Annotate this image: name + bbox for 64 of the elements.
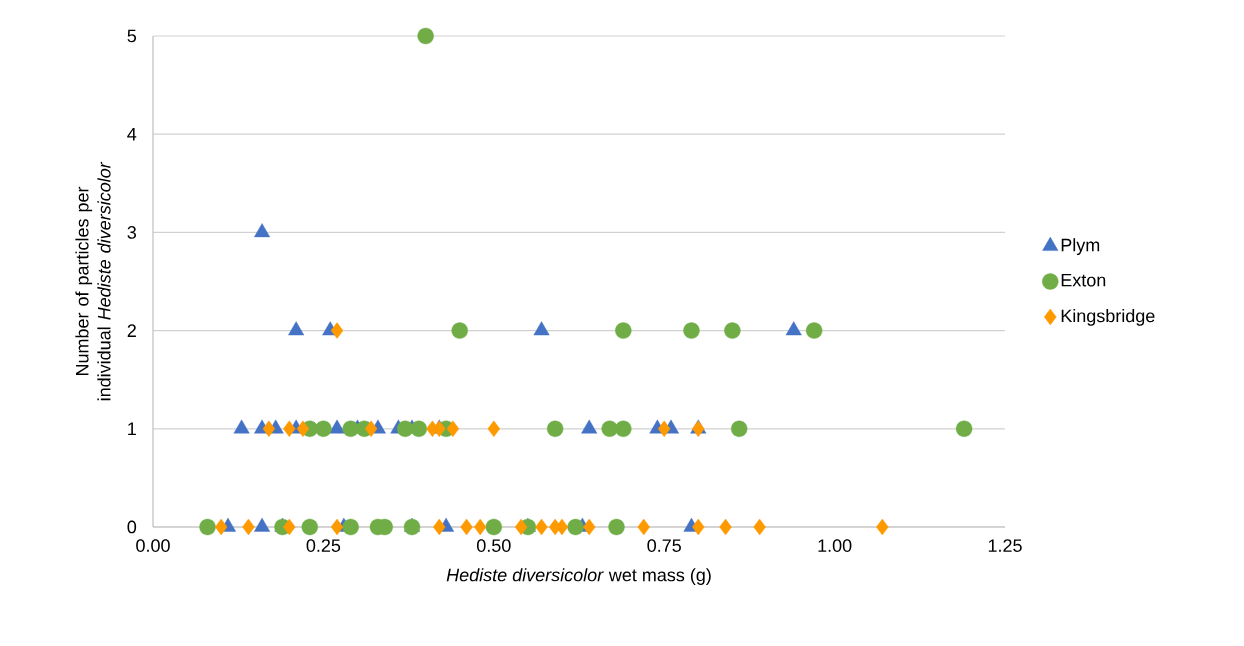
point bbox=[730, 420, 748, 437]
point bbox=[683, 322, 700, 339]
point bbox=[262, 420, 276, 437]
point bbox=[615, 322, 632, 339]
point bbox=[658, 420, 671, 437]
point bbox=[724, 322, 741, 339]
point bbox=[397, 420, 414, 437]
point bbox=[460, 518, 473, 536]
point bbox=[410, 420, 428, 437]
point bbox=[315, 420, 332, 437]
y-tick-label: 3 bbox=[127, 226, 137, 239]
x-tick-label: 0.75 bbox=[647, 539, 681, 552]
y-tick-label: 5 bbox=[127, 29, 137, 43]
y-tick-label: 0 bbox=[127, 520, 137, 534]
point bbox=[487, 420, 501, 437]
point bbox=[785, 321, 802, 336]
point bbox=[876, 518, 889, 536]
point bbox=[254, 223, 271, 238]
y-tick-label: 2 bbox=[127, 324, 136, 337]
point bbox=[283, 420, 296, 437]
point bbox=[535, 518, 548, 536]
point bbox=[485, 518, 503, 536]
point bbox=[805, 322, 823, 339]
point bbox=[608, 518, 625, 536]
point bbox=[473, 518, 487, 536]
point bbox=[214, 518, 228, 536]
point bbox=[546, 420, 564, 437]
point bbox=[288, 321, 305, 336]
point bbox=[330, 518, 344, 536]
point bbox=[533, 321, 550, 336]
x-tick-label: 1.00 bbox=[818, 539, 852, 552]
point bbox=[301, 518, 318, 536]
point bbox=[433, 518, 446, 536]
point bbox=[955, 420, 973, 437]
point bbox=[330, 322, 344, 339]
point bbox=[719, 518, 732, 536]
y-tick-label: 1 bbox=[128, 422, 136, 435]
point bbox=[567, 518, 584, 536]
x-axis-title: Hediste diversicolor wet mass (g) bbox=[446, 568, 711, 585]
point bbox=[451, 322, 468, 339]
x-tick-label: 1.25 bbox=[988, 539, 1022, 552]
point bbox=[283, 518, 296, 536]
point bbox=[581, 419, 598, 434]
point bbox=[446, 420, 460, 437]
y-tick-label: 4 bbox=[127, 128, 137, 141]
x-tick-label: 0.50 bbox=[477, 539, 511, 552]
point bbox=[615, 420, 632, 437]
legend-label: Exton bbox=[1061, 273, 1106, 287]
point bbox=[403, 518, 421, 536]
point bbox=[242, 518, 255, 536]
point bbox=[233, 419, 250, 434]
legend-label: Plym bbox=[1061, 238, 1100, 255]
point bbox=[753, 518, 766, 536]
legend-label: Kingsbridge bbox=[1061, 309, 1155, 326]
point bbox=[342, 518, 359, 536]
point bbox=[364, 420, 378, 437]
point bbox=[583, 518, 596, 536]
x-tick-label: 0.25 bbox=[306, 539, 341, 552]
point bbox=[692, 518, 705, 536]
point bbox=[199, 518, 216, 536]
point bbox=[296, 420, 310, 437]
point bbox=[637, 518, 650, 536]
x-tick-label: 0.00 bbox=[136, 539, 170, 552]
point bbox=[514, 518, 528, 536]
